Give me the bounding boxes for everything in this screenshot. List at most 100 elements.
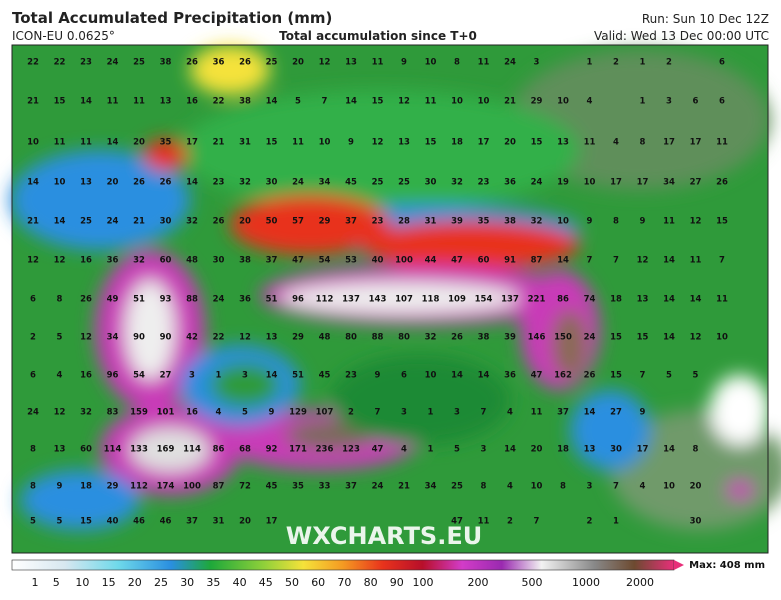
grid-value: 11 xyxy=(80,138,92,148)
grid-value: 24 xyxy=(584,333,596,343)
grid-value: 123 xyxy=(342,445,360,455)
colorbar-tick-label: 20 xyxy=(128,576,142,589)
grid-value: 11 xyxy=(425,97,437,107)
grid-value: 53 xyxy=(345,256,357,266)
grid-value: 5 xyxy=(454,445,460,455)
grid-value: 90 xyxy=(133,333,145,343)
grid-value: 29 xyxy=(319,217,331,227)
grid-value: 45 xyxy=(345,178,357,188)
grid-value: 27 xyxy=(160,371,172,381)
valid: Valid: Wed 13 Dec 00:00 UTC xyxy=(594,29,769,43)
grid-value: 5 xyxy=(57,517,63,527)
colorbar-tick-label: 35 xyxy=(206,576,220,589)
grid-value: 3 xyxy=(189,371,195,381)
grid-value: 16 xyxy=(80,256,92,266)
grid-value: 14 xyxy=(478,371,490,381)
grid-value: 13 xyxy=(398,138,410,148)
grid-value: 13 xyxy=(54,445,66,455)
grid-value: 13 xyxy=(160,97,172,107)
grid-value: 5 xyxy=(693,371,699,381)
grid-value: 8 xyxy=(57,295,63,305)
grid-value: 11 xyxy=(584,138,596,148)
grid-value: 13 xyxy=(584,445,596,455)
grid-value: 47 xyxy=(531,371,543,381)
grid-value: 36 xyxy=(239,295,251,305)
colorbar-tick-label: 50 xyxy=(285,576,299,589)
grid-value: 114 xyxy=(104,445,122,455)
grid-value: 21 xyxy=(133,217,145,227)
grid-value: 88 xyxy=(186,295,198,305)
grid-value: 86 xyxy=(557,295,569,305)
grid-value: 32 xyxy=(80,408,92,418)
grid-value: 5 xyxy=(30,517,36,527)
grid-value: 26 xyxy=(239,58,251,68)
colorbar-labels: 1 5 10 15 20 25 30 35 40 45 50 60 70 80 90 100 200 500 100… xyxy=(32,576,655,589)
grid-value: 37 xyxy=(266,256,278,266)
grid-value: 35 xyxy=(160,138,172,148)
grid-value: 10 xyxy=(557,217,569,227)
grid-value: 13 xyxy=(80,178,92,188)
grid-value: 96 xyxy=(292,295,304,305)
grid-value: 37 xyxy=(345,217,357,227)
grid-value: 37 xyxy=(186,517,198,527)
grid-value: 3 xyxy=(454,408,460,418)
grid-value: 2 xyxy=(613,58,619,68)
grid-value: 15 xyxy=(610,333,622,343)
grid-value: 150 xyxy=(554,333,572,343)
grid-value: 24 xyxy=(531,178,543,188)
grid-value: 14 xyxy=(663,256,675,266)
colorbar-tick-label: 5 xyxy=(53,576,60,589)
colorbar-tick-label: 500 xyxy=(522,576,543,589)
grid-value: 25 xyxy=(80,217,92,227)
grid-value: 14 xyxy=(663,445,675,455)
grid-value: 13 xyxy=(345,58,357,68)
grid-value: 11 xyxy=(716,138,728,148)
grid-value: 32 xyxy=(239,178,251,188)
grid-value: 100 xyxy=(395,256,413,266)
grid-value: 57 xyxy=(292,217,304,227)
grid-value: 80 xyxy=(345,333,357,343)
grid-value: 12 xyxy=(27,256,39,266)
grid-value: 9 xyxy=(375,371,381,381)
grid-value: 15 xyxy=(716,217,728,227)
grid-value: 38 xyxy=(239,256,251,266)
grid-value: 8 xyxy=(613,217,619,227)
grid-value: 49 xyxy=(107,295,119,305)
grid-value: 30 xyxy=(266,178,278,188)
grid-value: 46 xyxy=(133,517,145,527)
grid-value: 9 xyxy=(401,58,407,68)
grid-value: 10 xyxy=(425,58,437,68)
grid-value: 26 xyxy=(160,178,172,188)
grid-value: 4 xyxy=(640,482,646,492)
colorbar xyxy=(11,559,675,571)
colorbar-tick-label: 30 xyxy=(180,576,194,589)
grid-value: 23 xyxy=(213,178,225,188)
grid-value: 1 xyxy=(640,97,646,107)
grid-value: 25 xyxy=(451,482,463,492)
grid-value: 8 xyxy=(640,138,646,148)
grid-value: 7 xyxy=(719,256,725,266)
grid-value: 3 xyxy=(242,371,248,381)
grid-value: 6 xyxy=(30,295,36,305)
grid-value: 22 xyxy=(213,333,225,343)
value-grid: 22 22 23 24 25 38 26 36 26 25 20 12 13 11 9 10 8 11 24 3 1 2 1… xyxy=(27,58,728,527)
grid-value: 9 xyxy=(269,408,275,418)
grid-value: 11 xyxy=(107,97,119,107)
grid-value: 6 xyxy=(30,371,36,381)
grid-value: 54 xyxy=(133,371,145,381)
grid-value: 11 xyxy=(372,58,384,68)
grid-value: 17 xyxy=(637,445,649,455)
grid-value: 12 xyxy=(372,138,384,148)
grid-value: 129 xyxy=(289,408,307,418)
grid-value: 10 xyxy=(557,97,569,107)
grid-value: 15 xyxy=(425,138,437,148)
grid-value: 30 xyxy=(425,178,437,188)
model: ICON-EU 0.0625° xyxy=(12,29,115,43)
grid-value: 18 xyxy=(451,138,463,148)
grid-value: 88 xyxy=(372,333,384,343)
grid-value: 4 xyxy=(507,408,513,418)
grid-value: 12 xyxy=(319,58,331,68)
grid-value: 39 xyxy=(504,333,516,343)
grid-value: 22 xyxy=(27,58,39,68)
grid-value: 17 xyxy=(637,178,649,188)
